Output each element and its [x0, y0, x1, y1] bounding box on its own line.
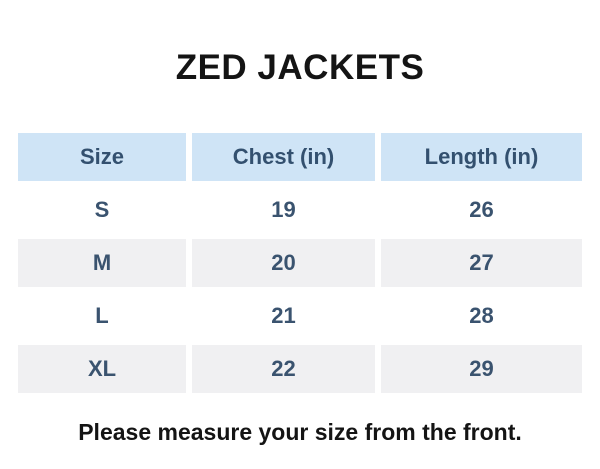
cell-length: 28	[381, 292, 582, 340]
footer-note: Please measure your size from the front.	[78, 419, 522, 445]
cell-size: M	[18, 239, 186, 287]
table-row-m: M 20 27	[18, 239, 582, 287]
cell-length: 27	[381, 239, 582, 287]
size-table: Size Chest (in) Length (in) S 19 26 M 20…	[12, 128, 588, 398]
header-cell-length: Length (in)	[381, 133, 582, 181]
table-row-l: L 21 28	[18, 292, 582, 340]
table-row-xl: XL 22 29	[18, 345, 582, 393]
cell-chest: 22	[192, 345, 375, 393]
cell-length: 26	[381, 186, 582, 234]
table-header-row: Size Chest (in) Length (in)	[18, 133, 582, 181]
cell-size: S	[18, 186, 186, 234]
table-row-s: S 19 26	[18, 186, 582, 234]
cell-chest: 19	[192, 186, 375, 234]
cell-chest: 20	[192, 239, 375, 287]
header-cell-size: Size	[18, 133, 186, 181]
cell-chest: 21	[192, 292, 375, 340]
cell-size: XL	[18, 345, 186, 393]
page-title: ZED JACKETS	[175, 48, 425, 87]
cell-size: L	[18, 292, 186, 340]
header-cell-chest: Chest (in)	[192, 133, 375, 181]
cell-length: 29	[381, 345, 582, 393]
